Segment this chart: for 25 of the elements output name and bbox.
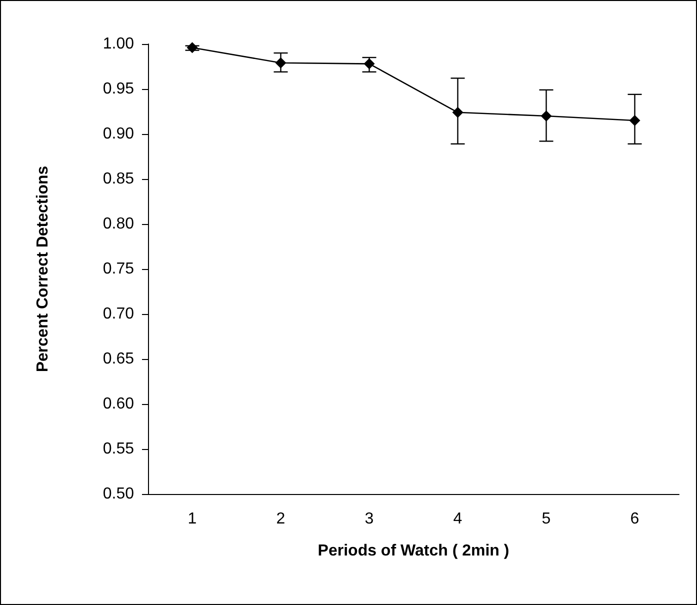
x-tick-label: 2 <box>276 510 286 528</box>
point <box>540 110 552 122</box>
y-tick-label: 0.80 <box>102 216 134 232</box>
y-tick-label: 0.75 <box>102 260 134 278</box>
x-tick-label: 4 <box>453 510 462 528</box>
point <box>452 106 464 118</box>
x-tick-label: 1 <box>188 510 197 528</box>
x-tick-label: 5 <box>542 510 551 528</box>
x-tick-label: 6 <box>630 510 640 528</box>
point <box>629 115 640 126</box>
x-axis-title: Periods of Watch ( 2min ) <box>318 542 510 560</box>
y-axis-title: Percent Correct Detections <box>34 166 52 372</box>
y-tick-label: 0.85 <box>102 170 134 188</box>
y-tick-label: 0.95 <box>102 80 134 98</box>
x-tick-label: 3 <box>364 510 374 528</box>
y-tick-label: 0.90 <box>102 126 134 142</box>
y-tick-label: 1.00 <box>102 36 134 52</box>
point <box>275 57 286 68</box>
point <box>186 42 198 54</box>
point <box>364 58 375 70</box>
y-tick-label: 0.50 <box>102 486 134 502</box>
y-tick-label: 0.55 <box>102 440 134 458</box>
y-tick-label: 0.60 <box>102 396 134 412</box>
y-tick-label: 0.65 <box>102 350 134 368</box>
y-tick-label: 0.70 <box>102 306 134 322</box>
